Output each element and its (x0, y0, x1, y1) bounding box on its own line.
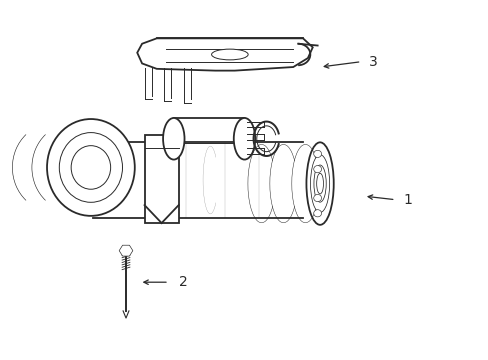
Text: 3: 3 (368, 55, 377, 69)
Ellipse shape (163, 118, 184, 159)
Polygon shape (121, 247, 131, 255)
Ellipse shape (313, 166, 321, 173)
Ellipse shape (310, 155, 329, 212)
Ellipse shape (313, 150, 321, 157)
Polygon shape (144, 135, 178, 223)
Ellipse shape (59, 132, 122, 202)
Ellipse shape (71, 146, 110, 189)
Text: 1: 1 (402, 193, 411, 207)
Ellipse shape (316, 173, 323, 194)
Polygon shape (144, 205, 178, 223)
Ellipse shape (233, 118, 255, 159)
Ellipse shape (211, 49, 247, 60)
Polygon shape (137, 39, 312, 71)
Ellipse shape (313, 165, 325, 202)
Ellipse shape (306, 142, 333, 225)
Ellipse shape (313, 194, 321, 202)
Polygon shape (119, 245, 133, 256)
Text: 2: 2 (178, 275, 187, 289)
Ellipse shape (47, 119, 135, 216)
Ellipse shape (313, 210, 321, 217)
